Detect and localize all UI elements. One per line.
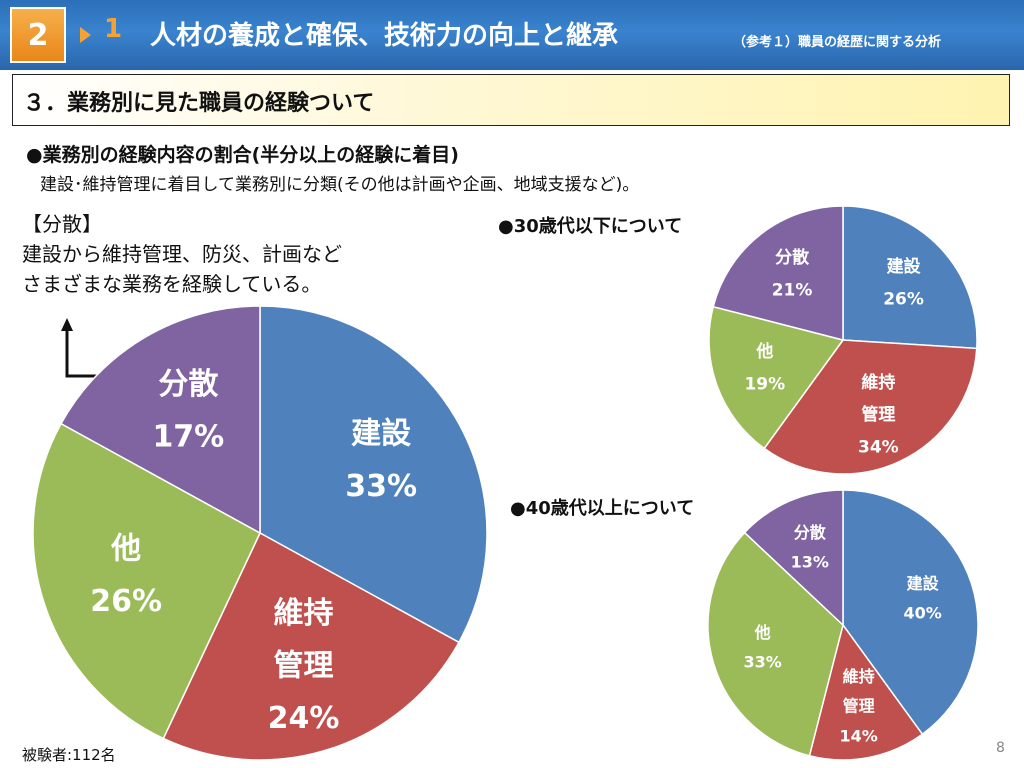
slice-value-maintenance: 34% — [858, 437, 899, 457]
slice-label-maintenance: 管理 — [843, 697, 875, 716]
pie-slice-dispersed — [60, 305, 261, 535]
header-number: 1 — [104, 14, 123, 44]
header-title: 人材の養成と確保、技術力の向上と継承 — [150, 21, 619, 51]
header-subtitle: （参考１）職員の経歴に関する分析 — [733, 35, 942, 50]
intro-note: 建設･維持管理に着目して業務別に分類(その他は計画や企画、地域支援など)。 — [40, 175, 640, 195]
slice-label-maintenance: 維持 — [843, 667, 875, 686]
slice-label-maintenance: 維持 — [273, 596, 333, 631]
pie-slice-dispersed — [712, 205, 844, 341]
callout-line-2: 建設から維持管理、防災、計画など — [22, 242, 342, 266]
section-title: ３．業務別に見た職員の経験ついて — [23, 91, 375, 116]
slice-value-dispersed: 13% — [791, 552, 829, 571]
slice-label-maintenance: 維持 — [861, 372, 895, 393]
slice-value-construction: 33% — [345, 469, 417, 504]
slice-label-maintenance: 管理 — [861, 404, 895, 425]
callout-line-1: 【分散】 — [22, 212, 102, 236]
slice-value-maintenance: 24% — [268, 701, 340, 736]
pie-slice-construction — [842, 205, 978, 350]
pie-slice-construction — [259, 305, 488, 644]
slice-label-other: 他 — [755, 341, 773, 362]
chart-title-40s: ●40歳代以上について — [510, 498, 695, 519]
footnote: 被験者:112名 — [22, 746, 116, 764]
slice-label-maintenance: 管理 — [273, 648, 333, 683]
slice-value-dispersed: 21% — [772, 281, 813, 301]
slice-label-construction: 建設 — [351, 417, 411, 452]
section-title-box: ３．業務別に見た職員の経験ついて — [12, 74, 1010, 126]
header-bar: 2 1 人材の養成と確保、技術力の向上と継承 （参考１）職員の経歴に関する分析 — [0, 0, 1024, 70]
pie-30s-and-under: 建設 26% 維持管理 34% 他 19% 分散 21% — [708, 205, 978, 475]
pie-slice-maintenance — [763, 339, 978, 475]
arrow-up-icon — [61, 318, 73, 331]
slice-label-other: 他 — [110, 532, 141, 567]
slice-label-other: 他 — [754, 623, 771, 642]
slice-value-other: 33% — [743, 653, 781, 672]
slice-value-maintenance: 14% — [840, 726, 878, 745]
slice-value-construction: 26% — [883, 289, 924, 309]
pie-slice-construction — [842, 489, 979, 736]
slice-label-construction: 建設 — [907, 574, 940, 593]
slice-label-dispersed: 分散 — [158, 367, 218, 402]
slice-label-dispersed: 分散 — [794, 523, 827, 542]
pie-overall: 建設 33% 維持管理 24% 他 26% 分散 17% — [32, 305, 488, 761]
pie-slice-dispersed — [743, 489, 844, 627]
intro-heading: ●業務別の経験内容の割合(半分以上の経験に着目) — [26, 144, 459, 166]
slice-value-construction: 40% — [903, 603, 941, 622]
section-badge: 2 — [10, 7, 66, 63]
pie-slice-other — [708, 305, 845, 450]
chart-title-30s: ●30歳代以下について — [498, 216, 683, 237]
pie-slice-maintenance — [808, 623, 924, 761]
slice-label-dispersed: 分散 — [775, 247, 810, 268]
slice-value-dispersed: 17% — [152, 420, 224, 455]
pie-slice-other — [707, 531, 844, 757]
pie-40s-and-over: 建設 40% 維持管理 14% 他 33% 分散 13% — [707, 489, 979, 761]
slice-label-construction: 建設 — [887, 256, 922, 277]
page-number: 8 — [996, 740, 1005, 756]
slice-value-other: 19% — [744, 374, 785, 394]
triangle-right-icon — [80, 27, 91, 43]
callout-line-3: さまざまな業務を経験している。 — [22, 272, 322, 296]
pie-slice-maintenance — [162, 531, 460, 761]
slice-value-other: 26% — [90, 584, 162, 619]
